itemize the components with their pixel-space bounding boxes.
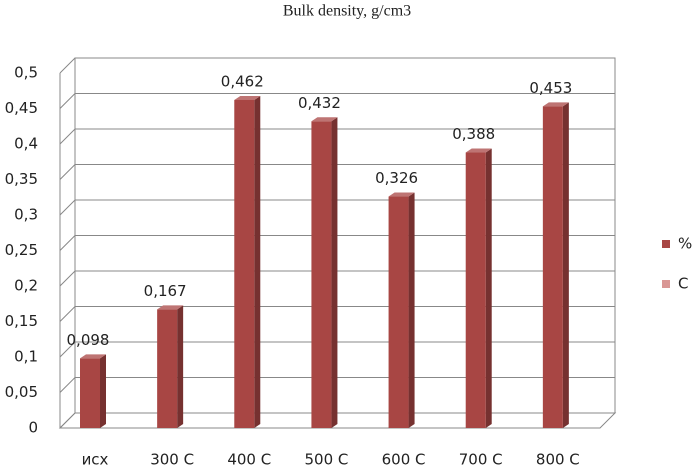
x-tick-label: 800 C <box>536 451 580 467</box>
legend-label: % <box>678 235 692 253</box>
bar-side <box>485 148 492 428</box>
bar-top <box>234 95 261 100</box>
value-label: 0,098 <box>67 331 110 349</box>
grid-line <box>59 235 615 251</box>
bar <box>234 99 255 428</box>
bar-side <box>177 305 184 428</box>
floor <box>58 412 617 429</box>
bar <box>80 358 100 428</box>
x-tick-label: 300 C <box>150 451 194 467</box>
value-label: 0,388 <box>452 125 495 143</box>
chart-title: Bulk density, g/cm3 <box>283 3 411 20</box>
legend-swatch <box>662 240 670 248</box>
value-label: 0,167 <box>144 282 187 300</box>
value-label: 0,326 <box>375 169 418 187</box>
grid-line <box>59 377 615 393</box>
bar-side <box>254 95 261 428</box>
bar <box>157 309 178 428</box>
bar-top <box>311 117 338 122</box>
grid-line <box>59 306 615 322</box>
grid-line <box>59 128 615 145</box>
bar <box>542 106 563 429</box>
bar-top <box>80 354 106 359</box>
legend-label: C <box>678 275 688 293</box>
grid-line <box>59 412 615 429</box>
bar-top <box>465 148 492 153</box>
legend-swatch <box>662 280 670 288</box>
bar <box>465 152 486 428</box>
y-tick-label: 0,2 <box>14 277 38 295</box>
grid-line <box>59 270 615 287</box>
grid-line <box>59 164 615 180</box>
y-tick-label: 0,15 <box>5 312 38 330</box>
bar-side <box>331 117 338 428</box>
x-tick-label: 700 C <box>459 451 503 467</box>
y-tick-label: 0,5 <box>14 64 38 82</box>
bar-top <box>542 102 569 107</box>
y-tick-label: 0,4 <box>14 135 38 153</box>
bar-top <box>388 192 415 197</box>
x-tick-label: 500 C <box>304 451 348 467</box>
y-tick-label: 0,25 <box>5 241 38 259</box>
bar-side <box>408 192 415 428</box>
y-tick-label: 0,45 <box>5 99 38 117</box>
value-label: 0,432 <box>298 94 341 112</box>
grid-line <box>59 341 615 358</box>
bar-side <box>100 354 106 428</box>
x-tick-label: 600 C <box>382 451 426 467</box>
grid-line <box>59 57 615 74</box>
x-tick-label: 400 C <box>227 451 271 467</box>
y-tick-label: 0,35 <box>5 170 38 188</box>
bar-side <box>562 102 569 429</box>
y-tick-label: 0 <box>28 419 38 437</box>
bar <box>388 196 409 428</box>
bar-top <box>157 305 184 310</box>
y-tick-label: 0,1 <box>14 348 38 366</box>
y-tick-label: 0,05 <box>5 383 38 401</box>
x-tick-label: исх <box>82 451 109 467</box>
bar <box>311 121 332 428</box>
grid-line <box>59 93 615 109</box>
grid-line <box>59 199 615 216</box>
value-label: 0,453 <box>529 79 572 97</box>
value-label: 0,462 <box>221 72 264 90</box>
y-tick-label: 0,3 <box>14 206 38 224</box>
